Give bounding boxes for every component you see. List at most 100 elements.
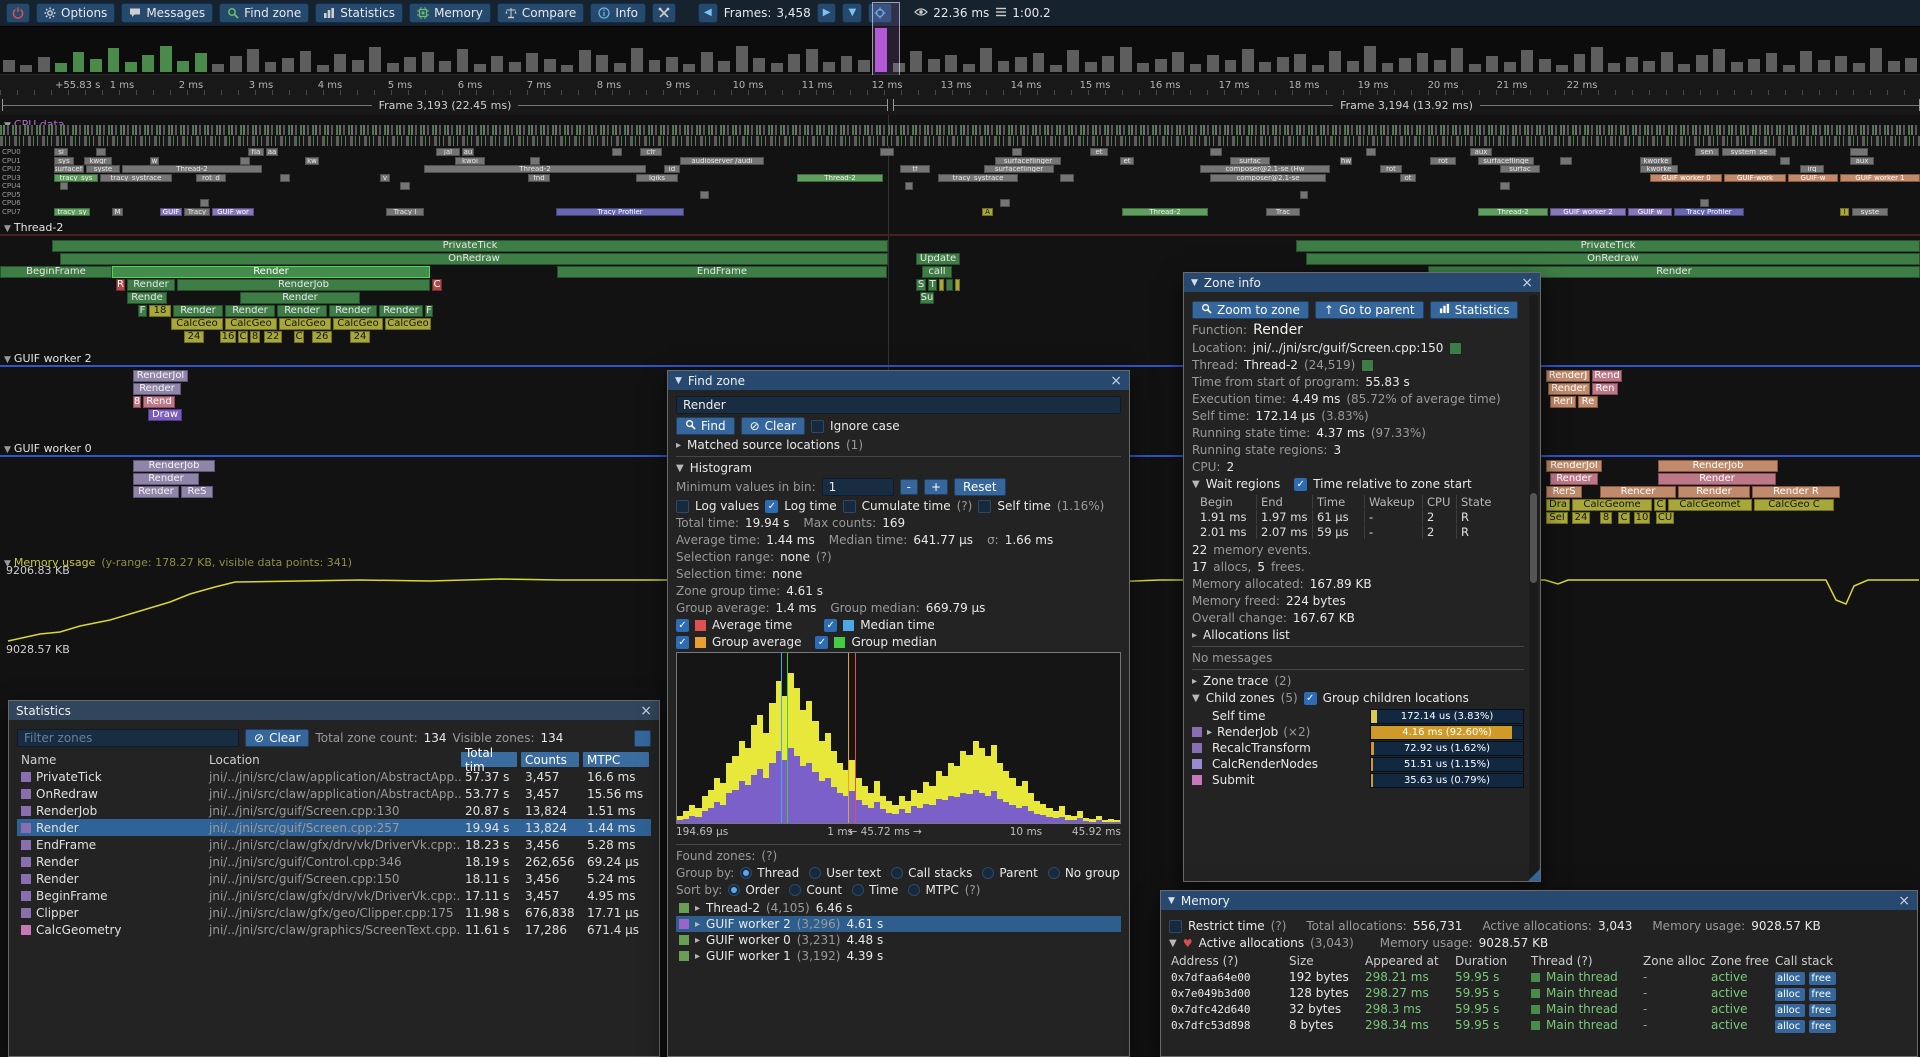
minimap-bar[interactable] (227, 29, 244, 72)
minimap-bar[interactable] (1100, 29, 1117, 72)
statistics-row[interactable]: PrivateTick jni/../jni/src/claw/applicat… (17, 768, 651, 785)
cpu-zone[interactable]: rot (1380, 165, 1402, 173)
guif-worker0-header[interactable]: ▼ GUIF worker 0 (4, 442, 92, 455)
cpu-zone[interactable]: ot (1400, 174, 1416, 182)
cpu-zone[interactable]: aux (1470, 148, 1492, 156)
minimap-bar[interactable] (925, 29, 942, 72)
col-size[interactable]: Size (1289, 954, 1314, 968)
timeline-zone[interactable]: C (1654, 499, 1666, 511)
bin-minus-button[interactable]: - (899, 479, 918, 495)
timeline-zone[interactable]: 16 (220, 331, 236, 343)
minimap-bar[interactable] (349, 29, 366, 72)
find-zone-button[interactable]: Find zone (219, 3, 310, 23)
cpu-zone[interactable]: tf (900, 165, 930, 173)
col-mtpc[interactable]: MTPC (583, 752, 649, 767)
timeline-zone[interactable]: C (294, 331, 304, 343)
minimap-bar[interactable] (960, 29, 977, 72)
frame-span[interactable]: Frame 3,193 (22.45 ms) (2, 98, 888, 112)
cpu-zone[interactable]: M (112, 208, 123, 216)
minimap-bar[interactable] (576, 29, 593, 72)
memory-button[interactable]: Memory (409, 3, 491, 23)
minimap-bar[interactable] (105, 29, 122, 72)
cpu-zone[interactable] (1850, 148, 1868, 156)
cpu-zone[interactable] (1210, 148, 1222, 156)
cpu-zone[interactable] (1780, 157, 1790, 165)
expand-icon[interactable]: ▸ (1192, 629, 1198, 641)
cpu-zone[interactable]: Thread-2 (797, 174, 883, 182)
minimap-bar[interactable] (716, 29, 733, 72)
timeline-zone[interactable]: EndFrame (557, 266, 887, 278)
timeline-zone[interactable]: C (238, 331, 248, 343)
minimap-bar[interactable] (1850, 29, 1867, 72)
minimap-bar[interactable] (1867, 29, 1884, 72)
timeline-zone[interactable]: Update (916, 253, 960, 265)
clear-button[interactable]: ⊘ Clear (740, 417, 806, 435)
cpu-zone[interactable]: kw (305, 157, 319, 165)
minimap-bar[interactable] (1745, 29, 1762, 72)
settings-square-button[interactable] (634, 729, 651, 747)
col-call-stack[interactable]: Call stack (1775, 954, 1834, 968)
power-button[interactable] (6, 3, 30, 23)
close-icon[interactable]: × (1110, 372, 1122, 389)
frame-select-button[interactable]: ▼ (842, 3, 863, 23)
cpu-zone[interactable]: kworke (1640, 157, 1672, 165)
cpu-zone[interactable] (1500, 182, 1510, 190)
collapse-icon[interactable]: ▼ (1169, 937, 1177, 949)
cpu-zone[interactable]: si (54, 148, 68, 156)
zone-info-titlebar[interactable]: ▼ Zone info × (1184, 273, 1540, 292)
cpu-zone[interactable]: surfac (1500, 165, 1540, 173)
minimap-bar[interactable] (454, 29, 471, 72)
alloc-callstack-button[interactable]: alloc (1775, 971, 1806, 985)
minimap-bar[interactable] (1606, 29, 1623, 72)
close-icon[interactable]: × (640, 702, 652, 719)
minimap-bar[interactable] (1030, 29, 1047, 72)
timeline-zone[interactable]: RenderJol (133, 370, 188, 382)
minimap-bar[interactable] (1728, 29, 1745, 72)
minimap-bar[interactable] (1239, 29, 1256, 72)
alloc-callstack-button[interactable]: alloc (1775, 987, 1806, 1001)
minimap-bar[interactable] (1257, 29, 1274, 72)
goto-frame-button[interactable] (868, 3, 893, 23)
cpu-zone[interactable]: surfaceflinger (984, 165, 1054, 173)
cpu-zone[interactable]: tracy_systrace (100, 174, 172, 182)
minimap-bar[interactable] (1152, 29, 1169, 72)
cpu-zone[interactable]: kwgr (84, 157, 112, 165)
cpu-zone[interactable]: Thread-2 (122, 165, 262, 173)
timeline-zone[interactable] (939, 279, 944, 291)
cpu-zone[interactable]: Thread-2 (1478, 208, 1548, 216)
messages-button[interactable]: Messages (121, 3, 214, 23)
cpu-zone[interactable] (1300, 191, 1308, 199)
minimap-bar[interactable] (873, 28, 890, 72)
minimap-bar[interactable] (1571, 29, 1588, 72)
timeline-zone[interactable]: CU (1656, 512, 1674, 524)
timeline-zone[interactable]: Render (1658, 473, 1776, 485)
minimap-bar[interactable] (611, 29, 628, 72)
group-by-option[interactable]: User text (809, 866, 881, 880)
cpu-zone[interactable]: Tracy (184, 208, 210, 216)
minimap-bar[interactable] (262, 29, 279, 72)
col-location[interactable]: Location (209, 752, 260, 767)
minimap-bar[interactable] (157, 29, 174, 72)
cpu-zone[interactable]: GUIF worker 1 (1840, 174, 1920, 182)
cpu-zone[interactable]: Trac (1266, 208, 1300, 216)
minimap-bar[interactable] (908, 29, 925, 72)
minimap-bar[interactable] (367, 29, 384, 72)
timeline-zone[interactable]: Render (127, 279, 175, 291)
minimap-bar[interactable] (401, 29, 418, 72)
timeline-zone[interactable]: 24 (1572, 512, 1590, 524)
time-ruler[interactable]: +55.83 s 1 ms 2 ms 3 ms 4 ms 5 ms 6 ms 7 ms 8 m… (0, 75, 1920, 96)
collapse-icon[interactable]: ▼ (1192, 478, 1200, 490)
statistics-row[interactable]: Clipper jni/../jni/src/claw/gfx/geo/Clip… (17, 904, 651, 921)
timeline-zone[interactable]: Render (379, 305, 423, 317)
minimap-bar[interactable] (1658, 29, 1675, 72)
col-total-time[interactable]: Total tim (461, 746, 517, 774)
minimap-bar[interactable] (1501, 29, 1518, 72)
sort-by-option[interactable]: Time (852, 883, 898, 897)
timeline-zone[interactable]: PrivateTick (52, 240, 888, 252)
timeline-zone[interactable]: Render (173, 305, 223, 317)
statistics-row[interactable]: BeginFrame jni/../jni/src/claw/gfx/drv/v… (17, 887, 651, 904)
timeline-zone[interactable]: Render (225, 305, 275, 317)
col-duration[interactable]: Duration (1455, 954, 1508, 968)
cpu-zone[interactable]: id (664, 165, 680, 173)
minimap-bar[interactable] (1885, 29, 1902, 72)
